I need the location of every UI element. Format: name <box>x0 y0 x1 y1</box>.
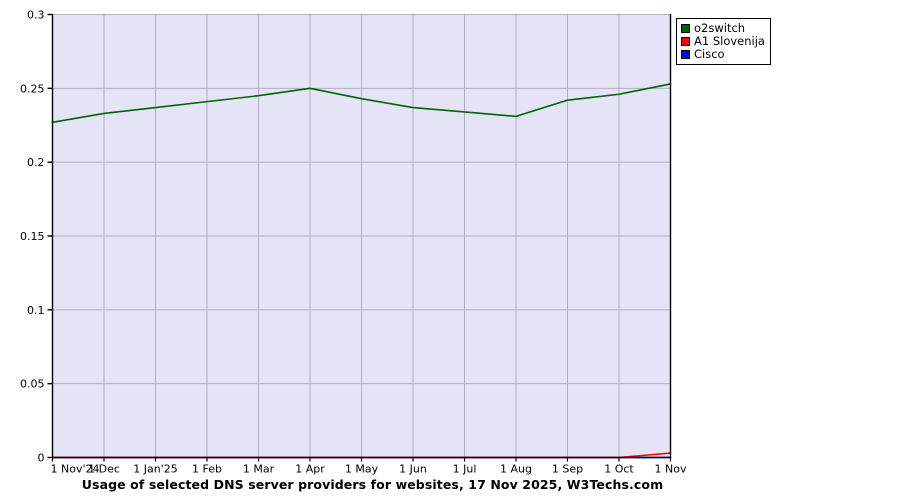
y-tick-label: 0.05 <box>20 378 45 391</box>
legend-label-o2switch: o2switch <box>694 21 746 35</box>
legend-label-a1-slovenija: A1 Slovenija <box>694 34 765 48</box>
x-tick-label: 1 Apr <box>295 463 325 476</box>
legend-swatch-cisco <box>681 50 690 59</box>
legend-swatch-o2switch <box>681 24 690 33</box>
chart-title: Usage of selected DNS server providers f… <box>81 477 664 492</box>
legend-item-o2switch: o2switch <box>681 22 765 35</box>
x-tick-label: 1 Dec <box>88 463 120 476</box>
x-tick-label: 1 Nov <box>655 463 687 476</box>
legend-item-cisco: Cisco <box>681 48 765 61</box>
legend-label-cisco: Cisco <box>694 47 725 61</box>
x-tick-label: 1 Sep <box>552 463 583 476</box>
x-tick-label: 1 Aug <box>500 463 532 476</box>
y-tick-label: 0.15 <box>20 230 45 243</box>
legend-swatch-a1-slovenija <box>681 37 690 46</box>
legend-item-a1-slovenija: A1 Slovenija <box>681 35 765 48</box>
x-tick-label: 1 May <box>345 463 379 476</box>
series-line-o2switch <box>51 83 672 124</box>
x-tick-label: 1 Jun <box>399 463 427 476</box>
y-tick-label: 0 <box>38 452 45 465</box>
y-tick-label: 0.1 <box>27 304 45 317</box>
y-tick-label: 0.25 <box>20 82 45 95</box>
y-tick-label: 0.2 <box>27 156 45 169</box>
x-tick-label: 1 Feb <box>192 463 222 476</box>
x-tick-label: 1 Mar <box>243 463 275 476</box>
chart-legend: o2switch A1 Slovenija Cisco <box>676 18 771 65</box>
x-tick-label: 1 Nov'24 <box>51 463 100 476</box>
x-tick-label: 1 Jul <box>453 463 477 476</box>
y-tick-label: 0.3 <box>27 9 45 22</box>
x-tick-label: 1 Oct <box>604 463 634 476</box>
x-tick-label: 1 Jan'25 <box>133 463 177 476</box>
